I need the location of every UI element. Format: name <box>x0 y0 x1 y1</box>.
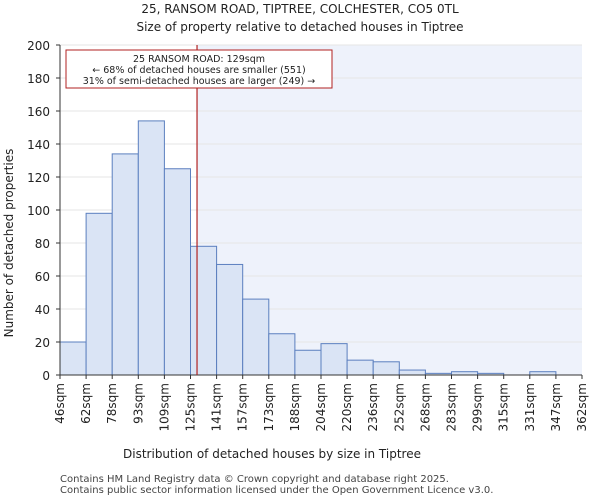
bar <box>372 361 400 376</box>
y-tick-label: 20 <box>35 336 50 350</box>
x-tick-label: 331sqm <box>523 383 537 431</box>
footer-line-1: Contains HM Land Registry data © Crown c… <box>60 474 449 485</box>
footer: Contains HM Land Registry data © Crown c… <box>60 474 493 496</box>
y-tick-label: 160 <box>27 105 50 119</box>
bar <box>85 212 113 376</box>
chart-subtitle: Size of property relative to detached ho… <box>136 20 463 34</box>
footer-line-2: Contains public sector information licen… <box>60 485 494 496</box>
bar <box>59 341 87 376</box>
bar <box>137 120 165 376</box>
x-tick-label: 204sqm <box>314 383 328 431</box>
annotation-box <box>65 49 333 89</box>
x-tick-label: 46sqm <box>53 383 67 424</box>
x-tick-label: 268sqm <box>418 383 432 431</box>
bar <box>320 343 348 376</box>
x-tick-label: 252sqm <box>392 383 406 431</box>
bar <box>216 263 244 376</box>
chart-title: 25, RANSOM ROAD, TIPTREE, COLCHESTER, CO… <box>141 2 459 16</box>
bar <box>190 245 218 376</box>
x-tick-label: 78sqm <box>105 383 119 424</box>
annotation-line-1: 25 RANSOM ROAD: 129sqm <box>133 54 265 65</box>
y-tick-label: 120 <box>27 171 50 185</box>
bar <box>242 298 270 376</box>
x-tick-label: 362sqm <box>575 383 589 431</box>
x-tick-label: 157sqm <box>236 383 250 431</box>
y-tick-label: 40 <box>35 303 50 317</box>
x-tick-label: 141sqm <box>210 383 224 431</box>
y-tick-label: 80 <box>35 237 50 251</box>
x-tick-label: 220sqm <box>340 383 354 431</box>
annotation-line-2: ← 68% of detached houses are smaller (55… <box>92 65 305 76</box>
bar <box>294 349 322 376</box>
y-tick-label: 200 <box>27 39 50 53</box>
x-axis-label: Distribution of detached houses by size … <box>123 447 421 461</box>
x-tick-label: 109sqm <box>157 383 171 431</box>
bar <box>268 333 296 376</box>
y-tick-label: 140 <box>27 138 50 152</box>
x-tick-label: 173sqm <box>262 383 276 431</box>
x-tick-label: 315sqm <box>497 383 511 431</box>
bar <box>346 359 374 376</box>
bar <box>163 168 191 376</box>
x-tick-label: 62sqm <box>79 383 93 424</box>
x-tick-label: 283sqm <box>445 383 459 431</box>
bar <box>398 369 426 376</box>
y-tick-label: 180 <box>27 72 50 86</box>
y-tick-label: 100 <box>27 204 50 218</box>
y-axis-label: Number of detached properties <box>2 149 16 338</box>
y-tick-label: 60 <box>35 270 50 284</box>
x-tick-label: 125sqm <box>184 383 198 431</box>
x-tick-label: 236sqm <box>366 383 380 431</box>
x-tick-label: 299sqm <box>471 383 485 431</box>
y-tick-label: 0 <box>42 369 50 383</box>
histogram-chart: 25, RANSOM ROAD, TIPTREE, COLCHESTER, CO… <box>2 2 589 461</box>
annotation-line-3: 31% of semi-detached houses are larger (… <box>83 76 316 87</box>
bar <box>111 153 139 376</box>
x-tick-label: 347sqm <box>549 383 563 431</box>
x-tick-label: 93sqm <box>131 383 145 424</box>
x-tick-label: 188sqm <box>288 383 302 431</box>
